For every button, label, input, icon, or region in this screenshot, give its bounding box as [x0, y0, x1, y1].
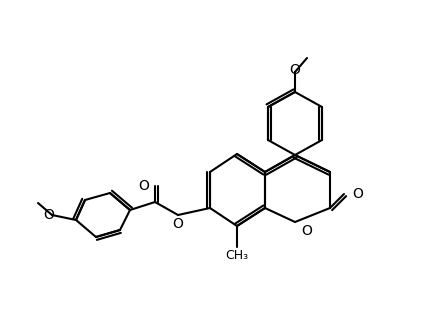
Text: O: O [301, 224, 312, 238]
Text: O: O [290, 63, 300, 77]
Text: O: O [352, 187, 363, 201]
Text: CH₃: CH₃ [226, 249, 249, 262]
Text: O: O [43, 208, 54, 222]
Text: O: O [138, 179, 149, 193]
Text: O: O [172, 217, 184, 231]
